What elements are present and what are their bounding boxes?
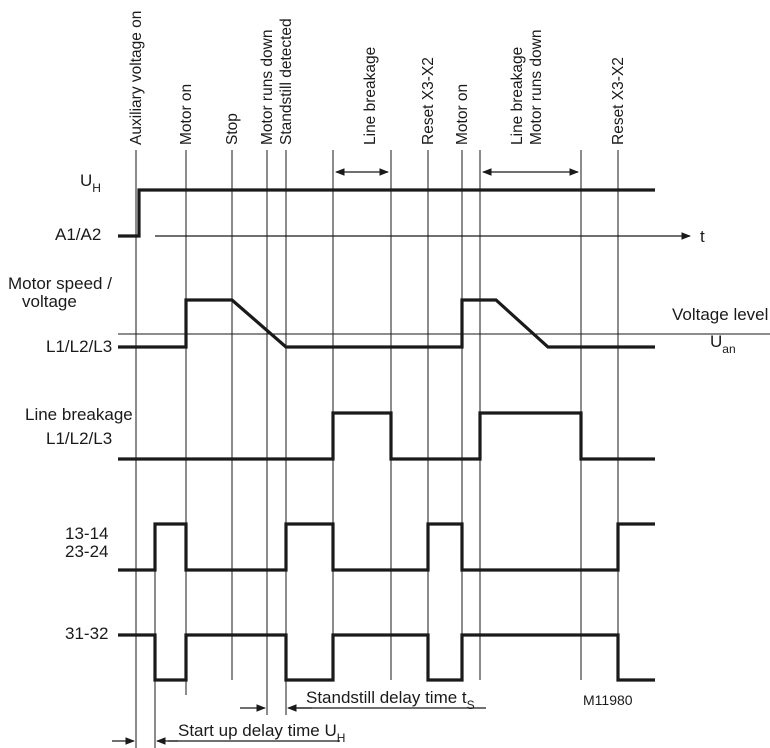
line-breakage-label-line2: L1/L2/L3 xyxy=(46,429,112,448)
event-label-runs-down: Motor runs down xyxy=(259,30,276,145)
drawing-code: M11980 xyxy=(583,692,633,708)
voltage-level-label-line1: Voltage level xyxy=(672,305,768,324)
line-breakage-trace xyxy=(118,411,655,461)
motor-speed-label-line2: voltage xyxy=(22,292,77,311)
startup-delay-label: Start up delay time UH xyxy=(178,721,345,745)
event-label-line-break-1: Line breakage xyxy=(362,47,379,145)
event-lines xyxy=(135,150,619,748)
uh-label: UH xyxy=(80,171,101,195)
event-label-standstill: Standstill detected xyxy=(278,18,295,145)
event-label-motor-on-1: Motor on xyxy=(178,84,195,145)
voltage-level-label-line2: Uan xyxy=(710,332,736,356)
event-labels: Auxiliary voltage on Motor on Stop Motor… xyxy=(128,11,627,145)
motor-speed-trace xyxy=(118,298,655,349)
event-label-aux: Auxiliary voltage on xyxy=(128,11,145,145)
uh-signal-trace xyxy=(118,188,655,238)
event-label-reset-1: Reset X3-X2 xyxy=(420,57,437,145)
contacts-nc-label: 31-32 xyxy=(65,624,108,643)
contacts-nc-trace xyxy=(118,633,655,682)
event-label-stop: Stop xyxy=(224,113,241,145)
contacts-no-label-line1: 13-14 xyxy=(65,524,108,543)
standstill-delay-label: Standstill delay time tS xyxy=(306,688,475,712)
line-breakage-label-line1: Line breakage xyxy=(25,405,133,424)
event-label-motor-on-2: Motor on xyxy=(454,84,471,145)
contacts-no-trace xyxy=(118,522,655,572)
time-axis-label: t xyxy=(700,227,705,246)
contacts-no-label-line2: 23-24 xyxy=(65,542,108,561)
event-label-line-break-2-runs-down: Motor runs down xyxy=(528,30,545,145)
event-label-line-break-2: Line breakage xyxy=(509,47,526,145)
event-label-reset-2: Reset X3-X2 xyxy=(610,57,627,145)
a1a2-label: A1/A2 xyxy=(55,225,101,244)
motor-speed-label-line1: Motor speed / xyxy=(8,274,112,293)
motor-speed-label-line3: L1/L2/L3 xyxy=(46,337,112,356)
